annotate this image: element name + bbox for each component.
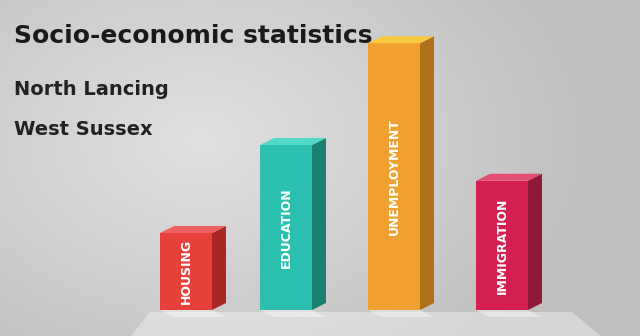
Polygon shape xyxy=(160,310,226,317)
Polygon shape xyxy=(476,310,542,317)
Polygon shape xyxy=(260,310,326,317)
Text: North Lancing: North Lancing xyxy=(14,80,169,99)
Polygon shape xyxy=(476,174,542,181)
Text: West Sussex: West Sussex xyxy=(14,120,152,139)
Polygon shape xyxy=(420,36,434,310)
Text: EDUCATION: EDUCATION xyxy=(280,187,292,268)
Polygon shape xyxy=(130,312,602,336)
Text: Socio-economic statistics: Socio-economic statistics xyxy=(14,24,372,48)
Bar xyxy=(476,181,528,310)
Polygon shape xyxy=(312,138,326,310)
Bar xyxy=(368,43,420,310)
Polygon shape xyxy=(528,174,542,310)
Bar xyxy=(160,233,212,310)
Polygon shape xyxy=(368,310,434,317)
Text: UNEMPLOYMENT: UNEMPLOYMENT xyxy=(387,118,401,235)
Polygon shape xyxy=(160,226,226,233)
Bar xyxy=(260,145,312,310)
Text: HOUSING: HOUSING xyxy=(179,239,193,304)
Polygon shape xyxy=(212,226,226,310)
Text: IMMIGRATION: IMMIGRATION xyxy=(495,197,509,294)
Polygon shape xyxy=(368,36,434,43)
Polygon shape xyxy=(260,138,326,145)
